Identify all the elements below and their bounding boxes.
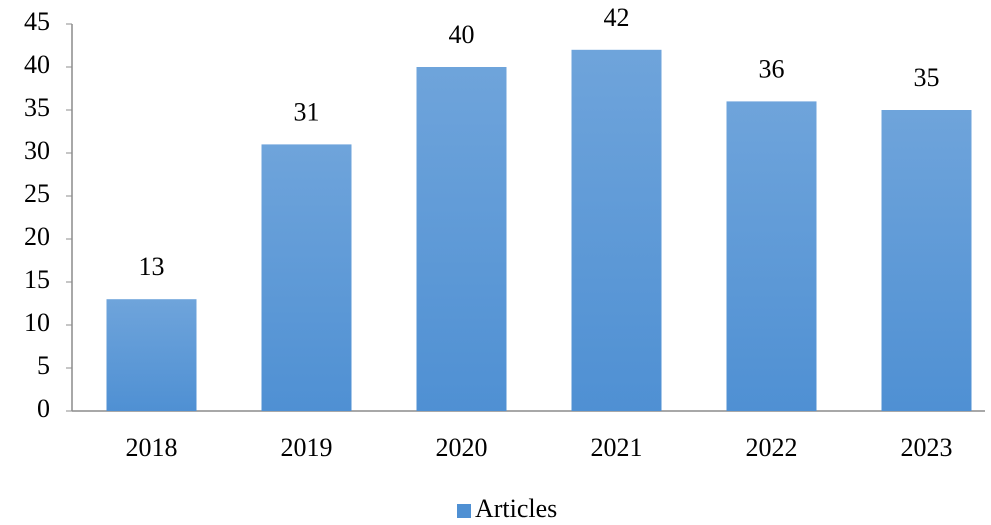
y-tick-label: 25: [24, 179, 50, 208]
legend-label: Articles: [475, 494, 557, 523]
bar: [106, 299, 197, 411]
bar: [571, 49, 662, 412]
y-tick-label: 40: [24, 50, 50, 79]
data-label: 13: [139, 252, 165, 281]
data-label: 35: [914, 63, 940, 92]
x-tick-label: 2021: [591, 433, 643, 462]
x-tick-label: 2019: [281, 433, 333, 462]
bar: [726, 101, 817, 412]
data-label: 36: [759, 54, 785, 83]
y-tick-label: 10: [24, 308, 50, 337]
bar: [881, 110, 972, 411]
y-tick-label: 20: [24, 222, 50, 251]
x-tick-label: 2022: [746, 433, 798, 462]
x-tick-label: 2020: [436, 433, 488, 462]
y-tick-label: 45: [24, 7, 50, 36]
y-tick-label: 15: [24, 265, 50, 294]
bar: [261, 144, 352, 411]
data-label: 42: [604, 3, 630, 32]
x-tick-label: 2023: [901, 433, 953, 462]
y-tick-label: 5: [37, 351, 50, 380]
data-label: 40: [449, 20, 475, 49]
data-label: 31: [294, 97, 320, 126]
legend-swatch: [457, 504, 471, 518]
bar: [416, 67, 507, 411]
x-tick-label: 2018: [126, 433, 178, 462]
y-tick-label: 0: [37, 394, 50, 423]
y-tick-label: 30: [24, 136, 50, 165]
y-tick-label: 35: [24, 93, 50, 122]
